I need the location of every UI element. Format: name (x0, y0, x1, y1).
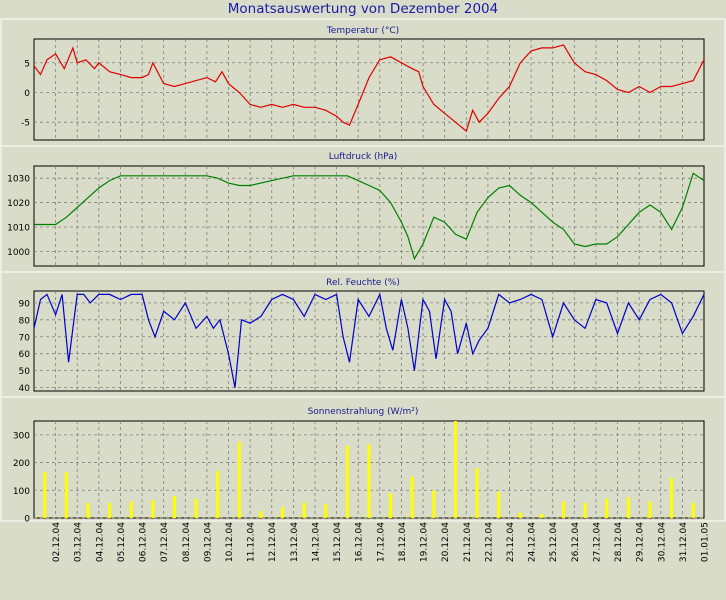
y-tick-label-2: 80 (19, 316, 31, 326)
x-tick-label: 28.12.04 (614, 522, 624, 562)
x-tick-label: 31.12.04 (679, 522, 689, 562)
x-tick-label: 03.12.04 (74, 522, 84, 562)
chart-title: Monatsauswertung von Dezember 2004 (227, 1, 499, 17)
x-tick-label: 30.12.04 (657, 522, 667, 562)
panel-title-0: Temperatur (°C) (326, 26, 399, 36)
plot-area-2 (33, 290, 705, 392)
bar-day-11 (259, 511, 263, 518)
bar-day-14 (324, 504, 328, 518)
x-tick-label: 14.12.04 (311, 522, 321, 562)
bar-day-9 (216, 470, 220, 518)
x-tick-label: 06.12.04 (139, 522, 149, 562)
bar-day-10 (237, 441, 241, 518)
bar-day-1 (43, 472, 47, 518)
x-tick-label: 29.12.04 (636, 522, 646, 562)
x-tick-label: 27.12.04 (592, 522, 602, 562)
y-tick-label-1: 1030 (7, 175, 30, 185)
series-line-2 (33, 292, 705, 388)
bar-day-25 (562, 501, 566, 518)
y-tick-label-0: 5 (24, 59, 30, 69)
x-tick-label: 05.12.04 (117, 522, 127, 562)
panel-title-3: Sonnenstrahlung (W/m²) (308, 407, 419, 417)
bar-day-18 (410, 476, 414, 518)
x-tick-label: 25.12.04 (549, 522, 559, 562)
y-tick-label-2: 60 (19, 350, 31, 360)
y-tick-label-3: 300 (13, 431, 30, 441)
bar-day-20 (453, 421, 457, 518)
bar-day-2 (64, 472, 68, 518)
bar-day-13 (302, 502, 306, 518)
y-tick-label-2: 40 (19, 384, 31, 394)
bar-day-16 (367, 444, 371, 518)
x-tick-label: 22.12.04 (484, 522, 494, 562)
y-tick-label-2: 50 (19, 367, 31, 377)
x-tick-label: 11.12.04 (247, 522, 257, 562)
bar-day-17 (389, 493, 393, 518)
bar-day-6 (151, 499, 155, 518)
x-tick-label: 16.12.04 (355, 522, 365, 562)
y-tick-label-2: 70 (19, 333, 31, 343)
x-tick-label: 26.12.04 (571, 522, 581, 562)
x-tick-label: 10.12.04 (225, 522, 235, 562)
x-tick-label: 02.12.04 (52, 522, 62, 562)
series-line-0 (33, 44, 705, 133)
bar-day-24 (540, 513, 544, 518)
bar-day-3 (86, 502, 90, 518)
x-tick-label: 20.12.04 (441, 522, 451, 562)
x-tick-label: 01.01.05 (701, 522, 711, 562)
bar-day-5 (129, 501, 133, 518)
y-tick-label-3: 200 (13, 459, 30, 469)
y-tick-label-0: 0 (24, 89, 30, 99)
x-tick-label: 04.12.04 (95, 522, 105, 562)
x-tick-label: 24.12.04 (528, 522, 538, 562)
x-tick-label: 17.12.04 (376, 522, 386, 562)
y-tick-label-1: 1000 (7, 248, 30, 258)
x-tick-label: 19.12.04 (420, 522, 430, 562)
y-tick-label-1: 1020 (7, 199, 30, 209)
bar-day-27 (605, 498, 609, 518)
bar-day-31 (691, 502, 695, 518)
x-tick-label: 12.12.04 (268, 522, 278, 562)
bar-day-26 (583, 502, 587, 518)
bar-day-28 (626, 497, 630, 518)
y-tick-label-2: 90 (19, 299, 31, 309)
bar-day-22 (497, 491, 501, 518)
bar-day-12 (281, 506, 285, 518)
y-tick-label-1: 1010 (7, 223, 30, 233)
bar-day-15 (345, 445, 349, 518)
bar-day-19 (432, 490, 436, 518)
x-tick-label: 21.12.04 (463, 522, 473, 562)
x-tick-label: 09.12.04 (203, 522, 213, 562)
y-tick-label-0: -5 (21, 119, 30, 129)
plot-area-0 (33, 38, 705, 141)
bar-day-30 (670, 477, 674, 518)
bar-day-21 (475, 468, 479, 518)
bar-day-29 (648, 501, 652, 518)
bar-day-4 (108, 502, 112, 518)
panel-title-2: Rel. Feuchte (%) (326, 278, 400, 288)
x-tick-label: 18.12.04 (398, 522, 408, 562)
x-tick-label: 08.12.04 (182, 522, 192, 562)
bar-day-7 (172, 495, 176, 518)
x-tick-label: 07.12.04 (160, 522, 170, 562)
series-line-1 (34, 172, 705, 261)
plot-area-1 (33, 165, 705, 267)
x-tick-label: 13.12.04 (290, 522, 300, 562)
y-tick-label-3: 100 (13, 487, 30, 497)
bar-day-8 (194, 498, 198, 518)
x-tick-label: 23.12.04 (506, 522, 516, 562)
panel-title-1: Luftdruck (hPa) (329, 152, 398, 162)
y-tick-label-3: 0 (24, 515, 30, 525)
x-tick-label: 15.12.04 (333, 522, 343, 562)
bar-day-23 (518, 512, 522, 518)
